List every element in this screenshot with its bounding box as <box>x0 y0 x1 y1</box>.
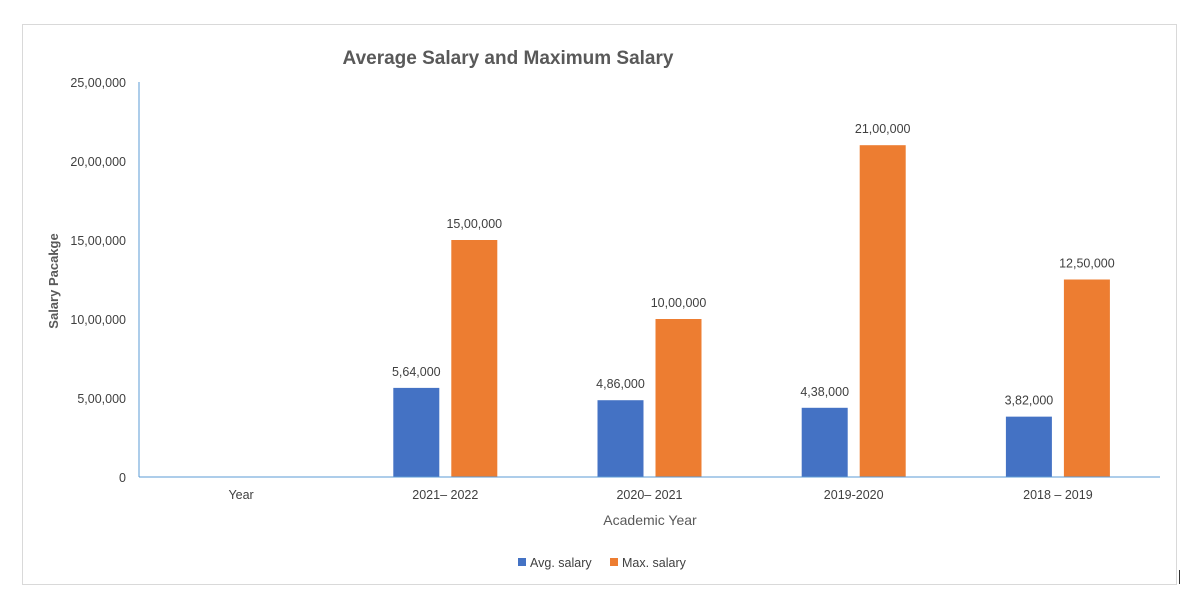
x-tick-label: 2019-2020 <box>824 488 884 502</box>
data-label: 12,50,000 <box>1059 257 1115 271</box>
avg-salary-bar <box>393 387 440 477</box>
text-cursor <box>1179 570 1180 584</box>
x-tick-label: 2018 – 2019 <box>1023 488 1093 502</box>
legend-label-avg: Avg. salary <box>530 556 592 570</box>
max-salary-bar <box>655 319 702 477</box>
x-tick-label: Year <box>228 488 253 502</box>
y-tick-label: 15,00,000 <box>70 234 126 248</box>
y-tick-label: 0 <box>119 471 126 485</box>
data-label: 21,00,000 <box>855 122 911 136</box>
legend-swatch-max <box>610 558 618 566</box>
data-label: 4,38,000 <box>800 385 849 399</box>
x-axis-label: Academic Year <box>603 512 697 528</box>
chart-title: Average Salary and Maximum Salary <box>343 48 674 69</box>
y-tick-label: 20,00,000 <box>70 155 126 169</box>
max-salary-bar <box>1063 279 1110 477</box>
legend: Avg. salary Max. salary <box>518 556 687 570</box>
data-label: 15,00,000 <box>446 217 502 231</box>
x-tick-label: 2020– 2021 <box>616 488 682 502</box>
x-tick-label: 2021– 2022 <box>412 488 478 502</box>
data-label: 5,64,000 <box>392 365 441 379</box>
chart-area <box>22 24 1177 585</box>
data-label: 4,86,000 <box>596 377 645 391</box>
y-axis-label: Salary Pacakge <box>46 233 61 328</box>
max-salary-bar <box>451 240 498 477</box>
avg-salary-bar <box>801 407 848 477</box>
max-salary-bar <box>859 145 906 477</box>
avg-salary-bar <box>597 400 644 477</box>
y-tick-label: 25,00,000 <box>70 76 126 90</box>
avg-salary-bar <box>1005 416 1052 477</box>
data-label: 10,00,000 <box>651 296 707 310</box>
legend-swatch-avg <box>518 558 526 566</box>
data-label: 3,82,000 <box>1005 394 1054 408</box>
y-tick-label: 5,00,000 <box>77 392 126 406</box>
legend-label-max: Max. salary <box>622 556 687 570</box>
y-tick-label: 10,00,000 <box>70 313 126 327</box>
